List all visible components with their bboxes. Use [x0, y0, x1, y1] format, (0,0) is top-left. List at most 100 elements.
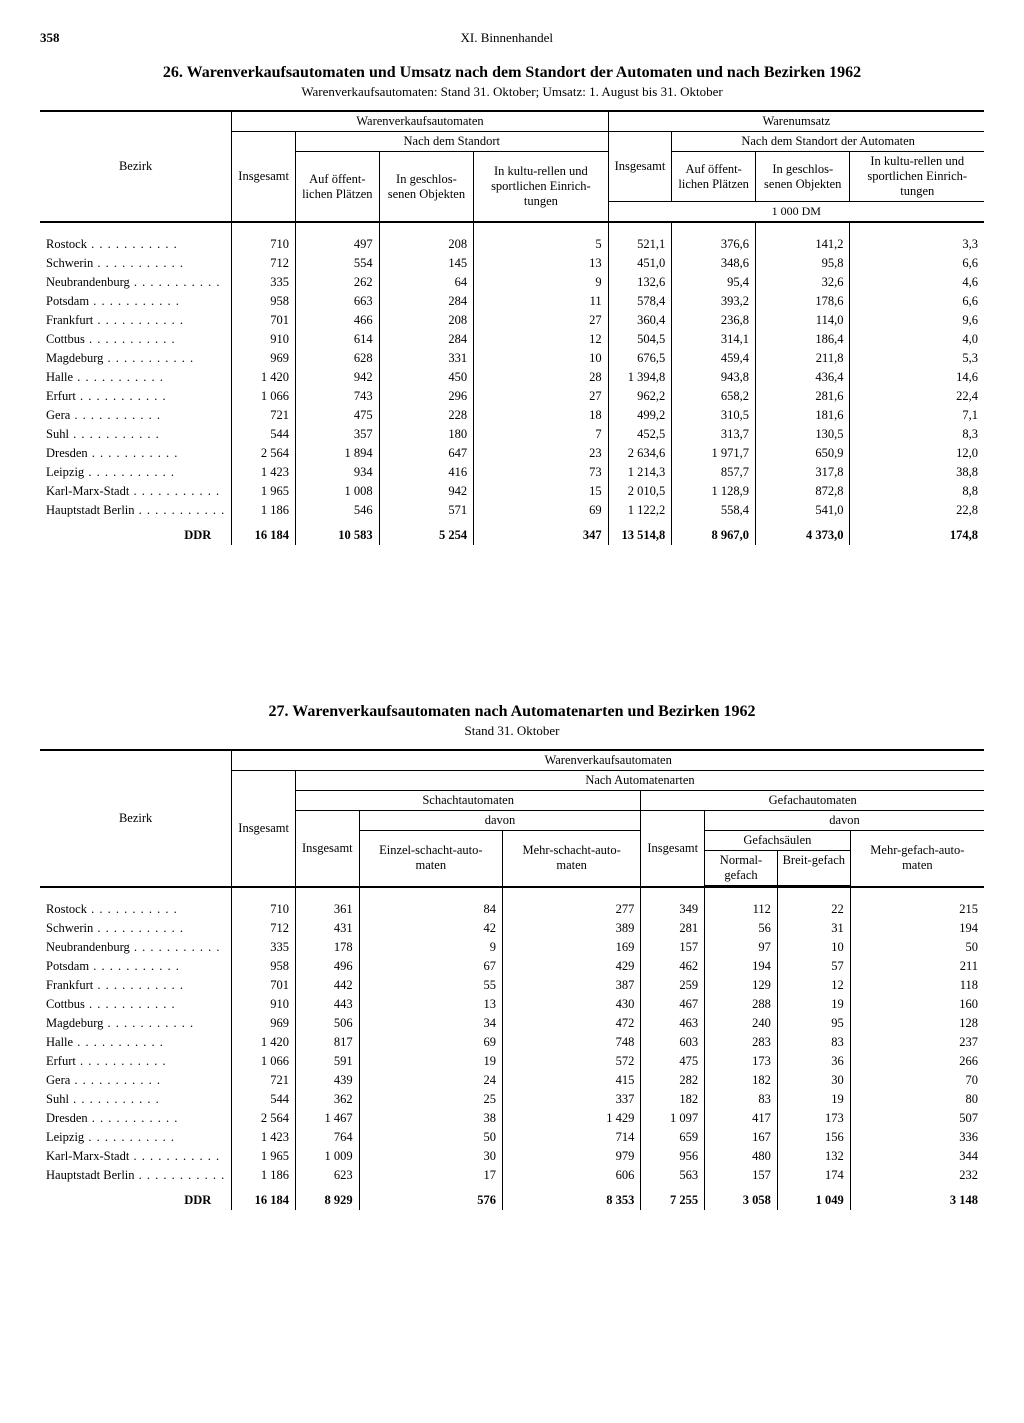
cell: 208 — [379, 311, 473, 330]
cell: 442 — [295, 976, 359, 995]
h-ins-s: Insgesamt — [295, 811, 359, 886]
cell: 208 — [379, 235, 473, 254]
h-oeff: Auf öffent-lichen Plätzen — [295, 152, 379, 222]
table-row: Rostock7103618427734911222215 — [40, 900, 984, 919]
cell: 11 — [474, 292, 608, 311]
h-mehrg: Mehr-gefach-auto-maten — [850, 831, 984, 886]
cell: 1 214,3 — [608, 463, 672, 482]
cell: 962,2 — [608, 387, 672, 406]
cell: 194 — [850, 919, 984, 938]
table-row: Cottbus91061428412504,5314,1186,44,0 — [40, 330, 984, 349]
total-cell: 347 — [474, 520, 608, 545]
cell: 27 — [474, 387, 608, 406]
cell: 450 — [379, 368, 473, 387]
table-row: Karl-Marx-Stadt1 9651 008942152 010,51 1… — [40, 482, 984, 501]
cell: 22,4 — [850, 387, 984, 406]
cell: 5,3 — [850, 349, 984, 368]
cell: 232 — [850, 1166, 984, 1185]
cell: 9 — [359, 938, 502, 957]
sub-arten: Nach Automatenarten — [295, 771, 984, 791]
table27-subtitle: Stand 31. Oktober — [40, 723, 984, 739]
total-label: DDR — [40, 520, 232, 545]
row-label: Magdeburg — [40, 1014, 232, 1033]
cell: 228 — [379, 406, 473, 425]
row-label: Erfurt — [40, 1052, 232, 1071]
cell: 496 — [295, 957, 359, 976]
cell: 284 — [379, 292, 473, 311]
cell: 817 — [295, 1033, 359, 1052]
cell: 1 066 — [232, 1052, 296, 1071]
cell: 83 — [777, 1033, 850, 1052]
cell: 50 — [359, 1128, 502, 1147]
h-einzel: Einzel-schacht-auto-maten — [359, 831, 502, 886]
sub-standort-auto: Nach dem Standort der Automaten — [672, 132, 984, 152]
h-gefach: Gefachautomaten — [641, 791, 984, 811]
table-row: Leipzig1 42376450714659167156336 — [40, 1128, 984, 1147]
cell: 663 — [295, 292, 379, 311]
table26-title: 26. Warenverkaufsautomaten und Umsatz na… — [40, 64, 984, 82]
table-row: Neubrandenburg335262649132,695,432,64,6 — [40, 273, 984, 292]
cell: 357 — [295, 425, 379, 444]
total-cell: 8 929 — [295, 1185, 359, 1210]
table-row: Suhl54436225337182831980 — [40, 1090, 984, 1109]
total-cell: 5 254 — [379, 520, 473, 545]
row-label: Karl-Marx-Stadt — [40, 1147, 232, 1166]
cell: 277 — [502, 900, 640, 919]
total-cell: 10 583 — [295, 520, 379, 545]
row-label: Neubrandenburg — [40, 273, 232, 292]
row-label: Karl-Marx-Stadt — [40, 482, 232, 501]
cell: 578,4 — [608, 292, 672, 311]
table-row: Potsdam9584966742946219457211 — [40, 957, 984, 976]
cell: 459,4 — [672, 349, 756, 368]
row-label: Cottbus — [40, 330, 232, 349]
row-label: Suhl — [40, 1090, 232, 1109]
cell: 417 — [705, 1109, 778, 1128]
cell: 647 — [379, 444, 473, 463]
table-row: Rostock7104972085521,1376,6141,23,3 — [40, 235, 984, 254]
cell: 130,5 — [756, 425, 850, 444]
cell: 42 — [359, 919, 502, 938]
h-davon1: davon — [359, 811, 641, 831]
cell: 1 008 — [295, 482, 379, 501]
cell: 18 — [474, 406, 608, 425]
cell: 211 — [850, 957, 984, 976]
h-mehrs: Mehr-schacht-auto-maten — [502, 831, 640, 886]
cell: 872,8 — [756, 482, 850, 501]
total-cell: 1 049 — [777, 1185, 850, 1210]
cell: 182 — [641, 1090, 705, 1109]
group-automaten: Warenverkaufsautomaten — [232, 111, 608, 132]
cell: 69 — [359, 1033, 502, 1052]
cell: 296 — [379, 387, 473, 406]
cell: 436,4 — [756, 368, 850, 387]
col-bezirk: Bezirk — [40, 111, 232, 221]
cell: 712 — [232, 254, 296, 273]
table-row: Halle1 4208176974860328383237 — [40, 1033, 984, 1052]
cell: 910 — [232, 995, 296, 1014]
row-label: Leipzig — [40, 463, 232, 482]
row-label: Gera — [40, 1071, 232, 1090]
cell: 431 — [295, 919, 359, 938]
table-row: Magdeburg9695063447246324095128 — [40, 1014, 984, 1033]
cell: 1 128,9 — [672, 482, 756, 501]
units: 1 000 DM — [608, 202, 984, 222]
row-label: Neubrandenburg — [40, 938, 232, 957]
cell: 7 — [474, 425, 608, 444]
table-row: Karl-Marx-Stadt1 9651 009309799564801323… — [40, 1147, 984, 1166]
cell: 266 — [850, 1052, 984, 1071]
cell: 145 — [379, 254, 473, 273]
cell: 541,0 — [756, 501, 850, 520]
cell: 710 — [232, 235, 296, 254]
cell: 360,4 — [608, 311, 672, 330]
cell: 969 — [232, 349, 296, 368]
table26-subtitle: Warenverkaufsautomaten: Stand 31. Oktobe… — [40, 84, 984, 100]
cell: 22,8 — [850, 501, 984, 520]
cell: 19 — [777, 995, 850, 1014]
table-row: Neubrandenburg3351789169157971050 — [40, 938, 984, 957]
total-cell: 4 373,0 — [756, 520, 850, 545]
row-label: Gera — [40, 406, 232, 425]
cell: 141,2 — [756, 235, 850, 254]
cell: 69 — [474, 501, 608, 520]
cell: 129 — [705, 976, 778, 995]
cell: 721 — [232, 1071, 296, 1090]
total-cell: 16 184 — [232, 1185, 296, 1210]
